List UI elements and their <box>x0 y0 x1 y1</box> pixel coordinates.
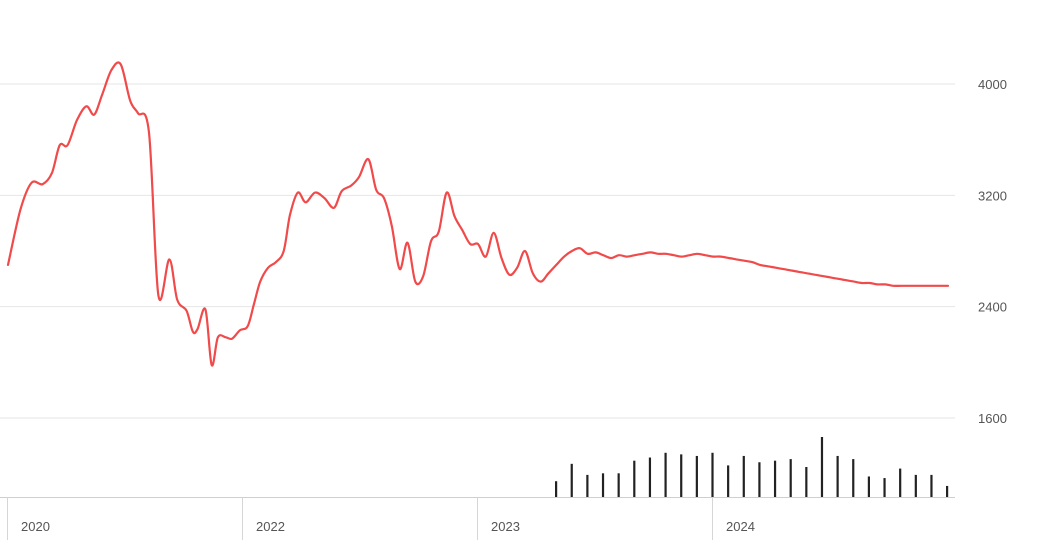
volume-bar-25 <box>946 485 949 497</box>
volume-bar-13 <box>758 462 761 497</box>
volume-bar-14 <box>773 460 777 497</box>
volume-bar-19 <box>852 459 855 497</box>
x-tick-label-3: 2024 <box>726 519 755 534</box>
volume-bar-4 <box>617 473 620 497</box>
y-tick-label-0: 1600 <box>978 411 1007 426</box>
volume-bar-24 <box>930 474 933 497</box>
volume-bar-15 <box>789 459 792 497</box>
volume-bar-22 <box>899 468 902 497</box>
price-line <box>6 61 950 367</box>
volume-bar-18 <box>836 455 839 497</box>
volume-bar-23 <box>914 474 917 497</box>
volume-bar-0 <box>555 481 558 497</box>
volume-bar-16 <box>805 467 808 497</box>
volume-bar-12 <box>742 455 745 497</box>
x-tick-label-1: 2022 <box>256 519 285 534</box>
y-tick-label-2: 3200 <box>978 188 1007 203</box>
volume-bar-2 <box>586 474 589 497</box>
volume-bar-21 <box>883 478 886 497</box>
volume-bar-17 <box>820 437 824 497</box>
y-tick-label-3: 4000 <box>978 77 1007 92</box>
volume-bar-1 <box>570 463 573 497</box>
volume-bar-5 <box>633 460 636 497</box>
volume-bar-10 <box>711 452 714 497</box>
volume-bar-7 <box>664 452 667 497</box>
volume-bar-8 <box>680 454 683 497</box>
volume-bar-9 <box>695 455 698 497</box>
x-tick-label-0: 2020 <box>21 519 50 534</box>
y-tick-label-1: 2400 <box>978 300 1007 315</box>
x-tick-label-2: 2023 <box>491 519 520 534</box>
volume-bar-3 <box>601 473 605 497</box>
volume-bar-11 <box>727 465 730 497</box>
volume-bar-6 <box>648 457 652 497</box>
volume-bar-20 <box>867 476 870 497</box>
